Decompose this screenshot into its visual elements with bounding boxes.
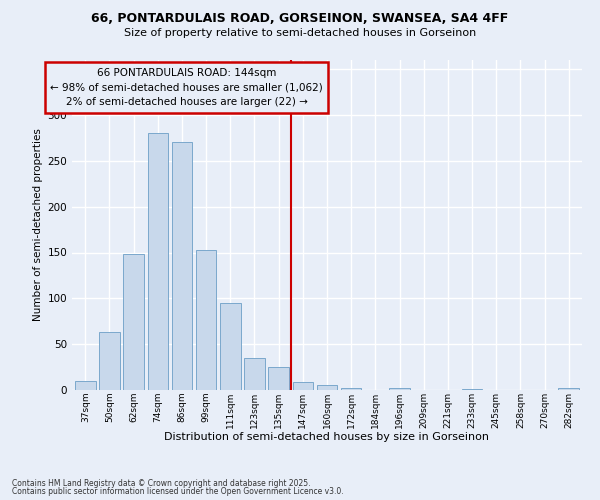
Bar (268, 367, 289, 390)
Bar (317, 386, 337, 390)
Bar (220, 303, 241, 390)
Text: Contains HM Land Registry data © Crown copyright and database right 2025.: Contains HM Land Registry data © Crown c… (12, 478, 311, 488)
Bar (559, 388, 579, 390)
Bar (75, 381, 95, 390)
Bar (341, 388, 361, 390)
Y-axis label: Number of semi-detached properties: Number of semi-detached properties (33, 128, 43, 322)
Text: Size of property relative to semi-detached houses in Gorseinon: Size of property relative to semi-detach… (124, 28, 476, 38)
Bar (148, 134, 168, 390)
Bar (462, 389, 482, 390)
Text: Contains public sector information licensed under the Open Government Licence v3: Contains public sector information licen… (12, 487, 344, 496)
Bar (172, 142, 192, 390)
Bar (99, 332, 120, 390)
Bar (124, 254, 144, 390)
Bar (196, 250, 217, 390)
Bar (389, 388, 410, 390)
Bar (244, 358, 265, 390)
Text: 66, PONTARDULAIS ROAD, GORSEINON, SWANSEA, SA4 4FF: 66, PONTARDULAIS ROAD, GORSEINON, SWANSE… (91, 12, 509, 26)
Text: 66 PONTARDULAIS ROAD: 144sqm
← 98% of semi-detached houses are smaller (1,062)
2: 66 PONTARDULAIS ROAD: 144sqm ← 98% of se… (50, 68, 323, 108)
X-axis label: Distribution of semi-detached houses by size in Gorseinon: Distribution of semi-detached houses by … (164, 432, 490, 442)
Bar (293, 382, 313, 390)
